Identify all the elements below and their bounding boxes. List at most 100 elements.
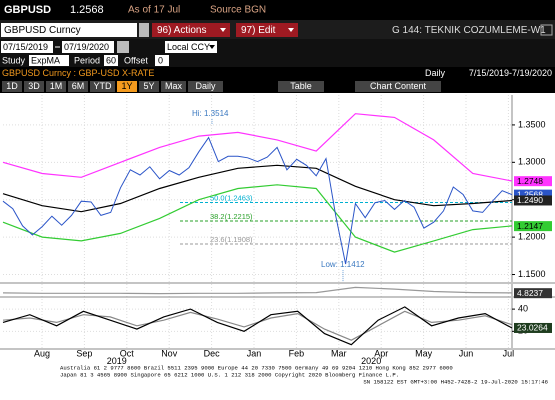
- series-line: [2, 164, 513, 213]
- start-input[interactable]: [1, 41, 53, 53]
- annotation: Low: 1.1412: [321, 260, 365, 269]
- y-tick-label: 40: [518, 303, 528, 313]
- footer-line: Australia 61 2 9777 8600 Brazil 5511 239…: [60, 364, 453, 371]
- x-tick-label: Sep: [76, 348, 92, 358]
- footer-line: Japan 81 3 4565 8900 Singapore 65 6212 1…: [60, 371, 399, 378]
- window-icon[interactable]: [540, 24, 553, 36]
- x-tick-label: Oct: [120, 348, 135, 358]
- range-button[interactable]: [188, 81, 223, 92]
- x-tick-label: Mar: [331, 348, 347, 358]
- retracement-label: 23.6(1.1908): [210, 235, 253, 244]
- series-line: [2, 113, 513, 182]
- source: Source BGN: [210, 5, 266, 16]
- retracement-label: 50.0(1.2463): [210, 193, 253, 202]
- series-line: [2, 136, 513, 265]
- value-marker-label: 1.2490: [517, 195, 543, 205]
- x-tick-label: Feb: [289, 348, 305, 358]
- value-marker: [514, 221, 552, 232]
- range-button[interactable]: [117, 81, 137, 92]
- year-label: 2020: [361, 356, 381, 366]
- offset-input[interactable]: [155, 55, 169, 66]
- value-marker: [514, 189, 552, 200]
- annotation: Hi: 1.3514: [192, 109, 229, 118]
- chart-content: Chart Content: [370, 81, 427, 91]
- security-icon[interactable]: [139, 23, 149, 37]
- info-bar: [0, 67, 555, 80]
- security-description: GBPUSD Curncy : GBP-USD X-RATE: [2, 68, 154, 78]
- retracement-label: 38.2(1.2215): [210, 212, 253, 221]
- period-input[interactable]: [104, 55, 118, 66]
- dropdown-arrow: [220, 28, 226, 32]
- page-title: G 144: TEKNIK COZUMLEME-W1: [392, 25, 546, 36]
- y-tick-label: 1.1500: [518, 269, 546, 279]
- price: 1.2568: [70, 4, 104, 16]
- value-marker-label: 1.2748: [517, 176, 543, 186]
- offset-label: Offset: [124, 55, 148, 65]
- chart-content-button[interactable]: [355, 81, 441, 92]
- y-tick-label: 1.3000: [518, 157, 546, 167]
- currency: Local CCY: [167, 42, 210, 52]
- range-button[interactable]: [24, 81, 44, 92]
- x-tick-label: Aug: [34, 348, 50, 358]
- value-marker: [514, 322, 552, 333]
- as-of: As of 17 Jul: [128, 5, 180, 16]
- period-range: 7/15/2019-7/19/2020: [469, 68, 552, 78]
- range-button-label: YTD: [94, 81, 113, 91]
- range-button[interactable]: [46, 81, 66, 92]
- range-button[interactable]: [90, 81, 115, 92]
- range-button-label: 1Y: [121, 81, 132, 91]
- range-button[interactable]: [2, 81, 22, 92]
- table-button[interactable]: [278, 81, 324, 92]
- series-line: [2, 184, 513, 253]
- actions-button[interactable]: [152, 23, 230, 37]
- x-tick-label: May: [415, 348, 433, 358]
- x-tick-label: Jan: [247, 348, 262, 358]
- range-button[interactable]: [161, 81, 186, 92]
- x-tick-label: Apr: [374, 348, 388, 358]
- start-date: 07/15/2019: [3, 42, 48, 52]
- edit: 97) Edit: [241, 25, 276, 36]
- x-tick-label: Dec: [204, 348, 221, 358]
- frequency: Daily: [425, 68, 446, 78]
- currency-select[interactable]: [165, 41, 217, 53]
- period: 60: [106, 55, 116, 65]
- year-label: 2019: [107, 356, 127, 366]
- table: Table: [290, 81, 312, 91]
- range-button-label: 5Y: [143, 81, 154, 91]
- value-marker: [514, 176, 552, 187]
- dropdown-arrow: [288, 28, 294, 32]
- range-button[interactable]: [68, 81, 88, 92]
- end-input[interactable]: [62, 41, 114, 53]
- security-input[interactable]: [1, 23, 137, 37]
- range-button[interactable]: [139, 81, 159, 92]
- value-marker-label: 1.2568: [517, 189, 543, 199]
- end-date: 07/19/2020: [64, 42, 109, 52]
- edit-button[interactable]: [236, 23, 298, 37]
- offset: 0: [158, 55, 163, 65]
- y-tick-label: 1.3500: [518, 119, 546, 129]
- series-line: [2, 306, 513, 346]
- range-button-label: Max: [165, 81, 183, 91]
- value-marker-label: 23.0264: [517, 323, 548, 333]
- range-button-label: 1M: [50, 81, 63, 91]
- security: GBPUSD Curncy: [4, 25, 81, 36]
- dropdown-arrow: [209, 45, 215, 49]
- series-line: [2, 286, 513, 295]
- range-button-label: Daily: [195, 81, 216, 91]
- range-bar: [0, 39, 555, 54]
- footer-line: SN 158122 EST GMT+3:00 H452-7428-2 19-Ju…: [363, 378, 548, 385]
- x-tick-label: Jun: [459, 348, 474, 358]
- study-name: ExpMA: [31, 55, 60, 65]
- value-marker-label: 4.8237: [517, 288, 543, 298]
- study-label: Study: [2, 55, 26, 65]
- range-button-label: 3D: [28, 81, 40, 91]
- x-tick-label: Jul: [503, 348, 515, 358]
- study-input[interactable]: [29, 55, 69, 66]
- y-tick-label: 1.2000: [518, 231, 546, 241]
- study-bar: [0, 54, 555, 67]
- value-marker: [514, 288, 552, 299]
- actions: 96) Actions: [157, 25, 206, 36]
- value-marker-label: 1.2147: [517, 221, 543, 231]
- calendar-icon[interactable]: [117, 41, 129, 53]
